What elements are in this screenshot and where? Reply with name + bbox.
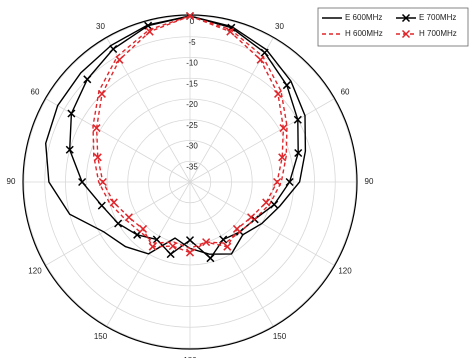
marker [98, 177, 107, 187]
r-tick-label: 0 [190, 17, 195, 26]
theta-tick-label: 30 [275, 22, 284, 31]
marker [185, 236, 195, 245]
theta-tick-label: 90 [365, 177, 374, 186]
legend-label: E 600MHz [345, 13, 382, 22]
marker [270, 200, 279, 209]
marker [97, 201, 106, 210]
theta-tick-label: 150 [94, 332, 108, 341]
marker [78, 177, 87, 187]
grid-spoke [46, 98, 191, 183]
theta-tick-label: 60 [31, 88, 40, 97]
marker [166, 250, 175, 259]
marker [92, 124, 101, 133]
marker [273, 177, 282, 187]
theta-tick-label: 120 [28, 267, 42, 276]
marker [285, 177, 294, 187]
series-line [92, 15, 288, 250]
marker [294, 148, 303, 158]
marker [109, 44, 118, 54]
marker [219, 235, 228, 244]
marker [114, 219, 123, 228]
legend-label: H 700MHz [419, 29, 457, 38]
grid-spoke [189, 98, 334, 183]
marker [274, 89, 283, 98]
marker [109, 198, 118, 207]
marker [262, 198, 271, 207]
marker [293, 115, 302, 124]
legend-label: E 700MHz [419, 13, 456, 22]
marker [67, 109, 76, 118]
marker [247, 213, 256, 222]
legend-label: H 600MHz [345, 29, 383, 38]
marker [202, 238, 211, 247]
theta-tick-label: 60 [341, 88, 350, 97]
marker [148, 242, 157, 251]
marker [260, 48, 269, 57]
marker [152, 235, 161, 244]
marker [115, 55, 124, 64]
theta-tick-label: 30 [96, 22, 105, 31]
marker [223, 242, 232, 251]
theta-tick-label: 90 [7, 177, 16, 186]
marker [206, 254, 215, 263]
marker [168, 242, 177, 251]
marker [144, 21, 153, 30]
legend-marker [401, 29, 411, 39]
marker [133, 230, 142, 239]
r-tick-label: -25 [186, 121, 198, 130]
marker [279, 124, 288, 133]
marker [97, 89, 106, 98]
marker [282, 81, 291, 90]
marker [232, 224, 241, 233]
legend-box [317, 7, 469, 47]
marker [185, 11, 195, 21]
r-tick-label: -5 [188, 38, 196, 47]
r-tick-label: -35 [186, 162, 198, 171]
marker [226, 27, 235, 36]
marker [139, 224, 148, 233]
marker [256, 55, 265, 64]
marker [124, 213, 133, 222]
theta-tick-label: 180 [183, 356, 197, 358]
marker [83, 75, 92, 84]
theta-tick-label: 120 [338, 267, 352, 276]
marker [185, 248, 195, 257]
theta-tick-label: 150 [273, 332, 287, 341]
r-tick-label: -30 [186, 142, 198, 151]
r-tick-label: -15 [186, 79, 198, 88]
r-tick-label: -10 [186, 59, 198, 68]
r-tick-label: -20 [186, 100, 198, 109]
marker [145, 27, 154, 36]
marker [65, 145, 74, 154]
legend-marker [401, 13, 411, 23]
marker [278, 153, 287, 162]
marker [93, 153, 102, 162]
